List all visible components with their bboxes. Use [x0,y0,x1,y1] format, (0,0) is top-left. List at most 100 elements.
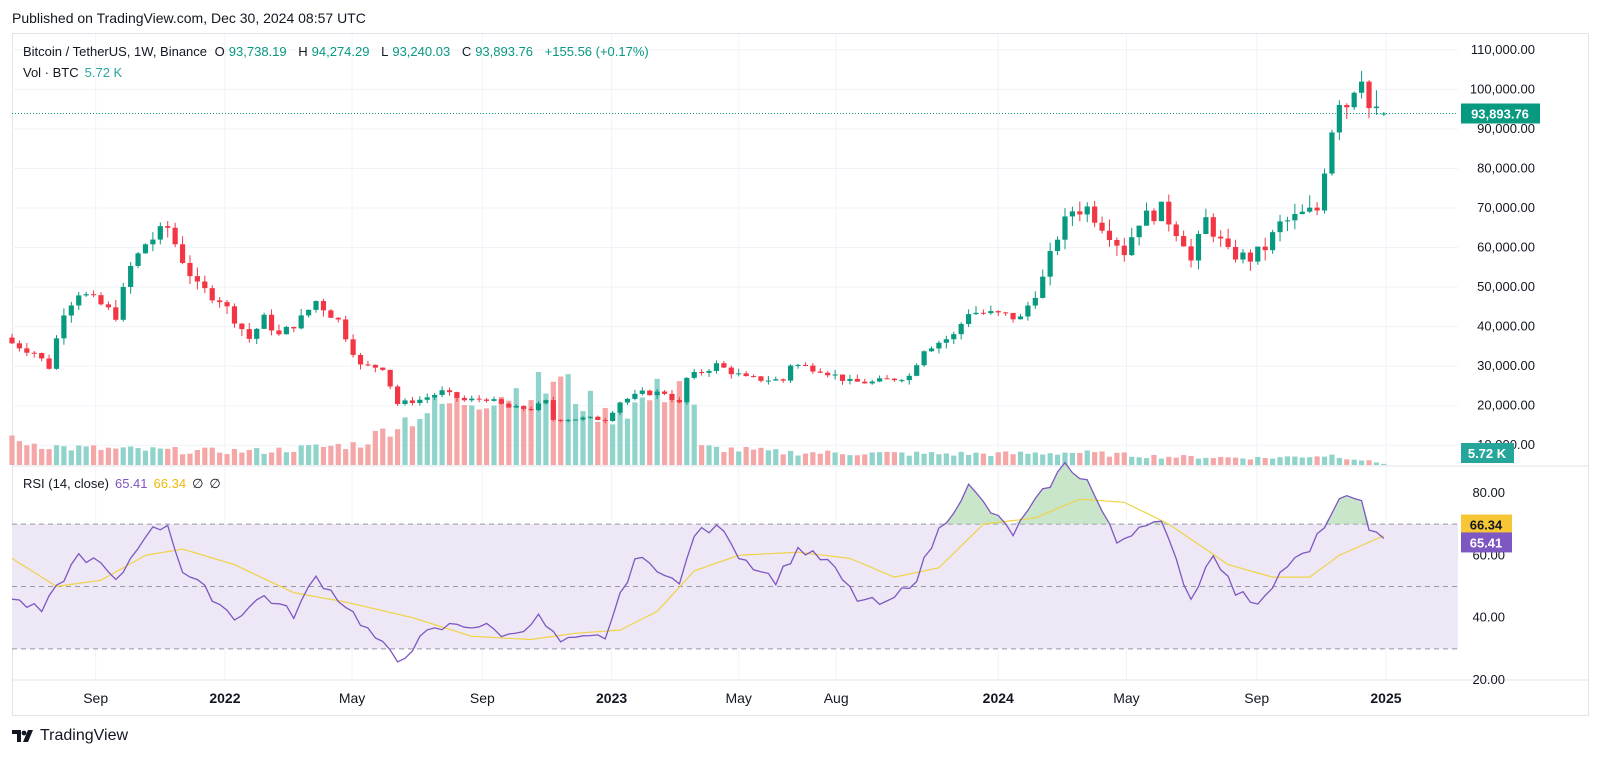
candle-body [906,375,912,381]
volume-bar [461,405,467,465]
chart-frame[interactable] [12,33,1589,716]
volume-bar [1017,451,1024,465]
volume-bar [53,445,60,465]
volume-bar [1099,451,1105,465]
volume-bar [973,452,979,465]
candle-body [1017,316,1024,320]
candle-body [68,305,74,316]
volume-bar [1003,451,1009,465]
volume-label[interactable]: Vol · BTC [23,65,79,80]
candle-body [1218,236,1224,239]
candle [283,325,289,335]
candle [202,275,208,294]
candle-body [1114,240,1120,246]
candle-body [1195,234,1202,261]
candle-body [1121,245,1127,256]
candle [795,363,801,369]
candle-body [624,398,631,403]
candle [1351,91,1357,110]
candle [1218,230,1224,248]
volume-bar [298,445,304,465]
volume-bar [773,449,779,465]
volume-bar [936,454,942,465]
candle-body [513,405,519,408]
candle-body [610,412,616,421]
volume-bar [328,445,334,465]
candle-body [869,381,875,384]
candle-body [187,262,193,277]
candle-body [395,386,401,405]
volume-bar [1225,457,1231,465]
candle [165,221,171,238]
candle-body [736,373,742,375]
volume-bar [254,448,260,465]
volume-bar [432,397,438,465]
candle [1314,202,1320,216]
candle [1040,269,1046,299]
candle-body [1336,104,1342,133]
volume-bar [951,455,957,465]
candle [1270,229,1276,254]
candle-body [1084,206,1090,215]
candle-body [380,367,386,370]
volume-bar [320,446,327,465]
candle [728,365,734,379]
volume-bar [521,409,527,465]
candlesticks [9,70,1387,424]
volume-bar [1366,460,1372,465]
candle-body [699,372,705,374]
candle-body [1299,211,1305,214]
candle [899,378,905,383]
volume-bar [1054,454,1061,465]
candle [498,398,505,405]
rsi-label[interactable]: RSI (14, close) [23,476,109,491]
candle-body [535,403,542,411]
volume-bar [802,453,809,465]
candle-body [365,364,371,366]
candle [832,369,838,380]
candle [276,324,282,336]
candle-body [595,416,601,421]
candle-body [580,417,586,420]
candle-body [179,244,186,263]
candle [988,305,994,315]
volume-bar [1106,456,1113,465]
candle-body [565,420,571,422]
candle-body [1344,104,1350,108]
candle-body [61,315,67,339]
volume-bar [424,413,430,465]
volume-bar [1166,456,1172,465]
candle-body [350,339,356,355]
candle [209,285,215,304]
candle-body [1069,211,1075,217]
volume-bar [202,447,208,465]
volume-bar [172,447,178,465]
candle [854,374,860,382]
candle-body [572,419,579,421]
candle-body [417,399,423,403]
volume-bar [958,451,964,465]
candle-body [261,314,267,329]
rsi-ma-line [11,498,1385,641]
candle-body [676,399,682,403]
candle-body [899,380,905,382]
volume-bar [246,449,252,465]
candle-body [1225,238,1231,247]
candle [736,368,742,377]
candle-body [9,337,15,344]
candle-body [1270,232,1276,251]
tradingview-logo[interactable]: TradingView [12,727,128,745]
volume-bar [350,442,356,465]
candle [1173,221,1179,242]
candle-body [795,364,801,366]
volume-bar [832,452,838,465]
volume-bar [891,452,898,465]
candle [120,282,126,322]
symbol-title[interactable]: Bitcoin / TetherUS, 1W, Binance [23,44,208,59]
volume-bar [1307,457,1313,465]
volume-bar [1069,452,1075,465]
volume-bar [780,454,786,465]
candle-body [476,398,482,400]
candle [1166,194,1172,232]
